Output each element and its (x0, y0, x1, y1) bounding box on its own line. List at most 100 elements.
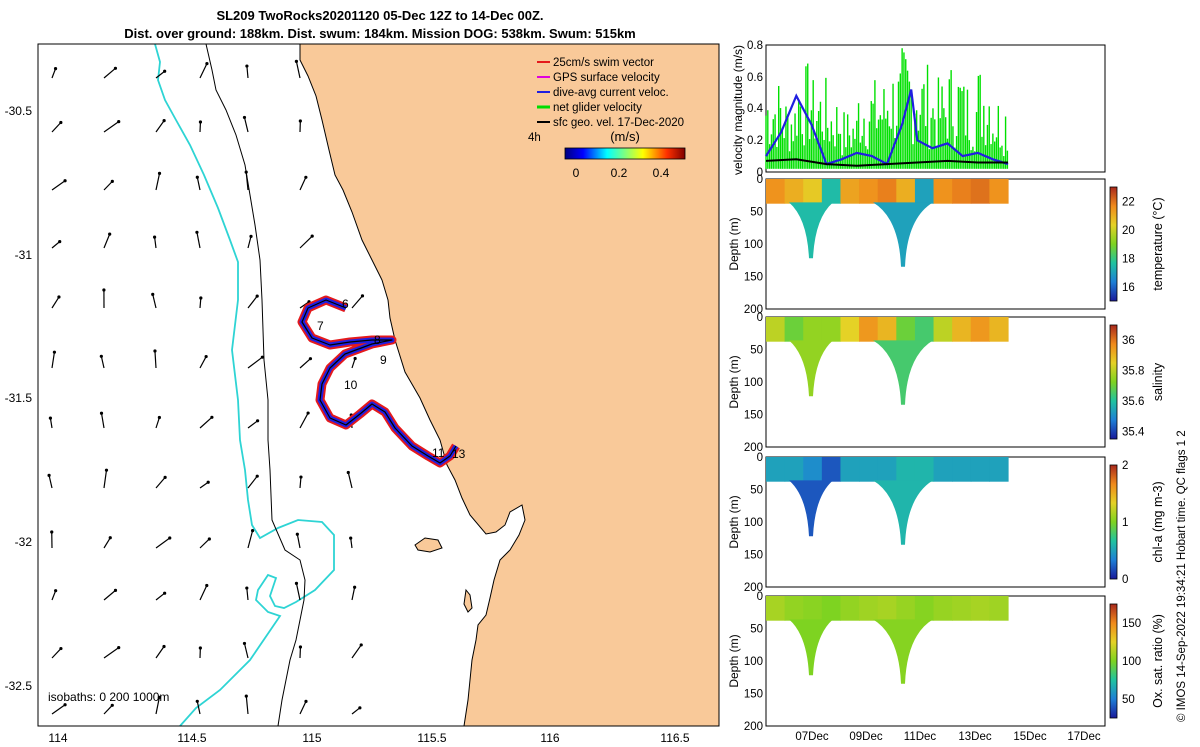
map-frame (37, 43, 720, 727)
geo-vector-arrow (199, 63, 208, 79)
chl-a-cell (803, 457, 823, 482)
geo-vector-arrow (199, 538, 210, 549)
geo-vector-arrow (51, 68, 57, 79)
geo-vector-head (163, 475, 167, 479)
temperature-colorbar-tick: 22 (1122, 196, 1135, 208)
salinity-colorbar-tick: 36 (1122, 335, 1135, 347)
temperature-cell (821, 179, 842, 204)
legend-current-velocity: dive-avg current veloc. (553, 87, 669, 99)
salinity-y-tick: 150 (744, 410, 763, 422)
geo-vector-arrow (51, 180, 66, 191)
geo-vector-head (255, 294, 259, 298)
geo-vector-head (255, 419, 260, 423)
geo-vector-head (299, 475, 303, 479)
oxygen-cell (784, 596, 804, 621)
geo-vector-head (52, 350, 57, 354)
geo-vector-head (250, 528, 255, 533)
chl-a-dive-profile (789, 480, 833, 537)
temperature-colorbar-label: temperature (°C) (1151, 197, 1165, 290)
geo-vector-arrow (243, 117, 249, 133)
geo-vector-arrow (100, 413, 105, 429)
salinity-cell (821, 317, 842, 342)
land-area (299, 43, 720, 727)
geo-vector-arrow (155, 120, 165, 133)
oxygen-cell (933, 596, 953, 621)
geo-vector-head (205, 583, 209, 588)
oxygen-colorbar-tick: 100 (1122, 656, 1141, 668)
temperature-cell (989, 179, 1009, 204)
geo-vector-arrow (103, 537, 111, 549)
temperature-y-tick: 50 (750, 207, 763, 219)
temperature-cell (803, 179, 823, 204)
geo-vector-head (298, 645, 303, 649)
geo-vector-arrow (295, 61, 301, 79)
temperature-cell (766, 179, 786, 204)
geo-vector-head (242, 115, 247, 120)
oxygen-dive-profile (873, 619, 933, 684)
geo-vector-arrow (296, 534, 301, 549)
oxygen-cell (859, 596, 879, 621)
geo-vector-arrow (351, 587, 356, 601)
geo-vector-arrow (103, 647, 120, 659)
temperature-cell (840, 179, 860, 204)
oxygen-y-tick: 100 (744, 656, 763, 668)
geo-vector-arrow (48, 475, 53, 489)
chl-a-cell (896, 457, 916, 482)
geo-vector-head (163, 591, 167, 595)
salinity-y-tick: 100 (744, 377, 763, 389)
geo-vector-head (63, 703, 67, 707)
geo-vector-arrow (246, 587, 249, 601)
map-colorbar: 0 0.2 0.4 (564, 147, 686, 180)
map-y-tick: -30.5 (5, 104, 33, 118)
geo-vector-arrow (152, 294, 157, 309)
geo-vector-head (151, 292, 155, 296)
isobaths-label: isobaths: 0 200 1000m (48, 690, 169, 704)
geo-vector-head (206, 480, 210, 484)
geo-vector-head (113, 588, 118, 592)
map-y-tick: -31 (15, 248, 33, 262)
oxygen-y-tick: 200 (744, 721, 763, 733)
colorbar-tick: 0.2 (611, 166, 628, 180)
salinity-dive-profile (873, 340, 933, 405)
geo-vector-head (108, 232, 112, 236)
surface-geostrophic-vectors (47, 59, 365, 715)
geo-vector-head (304, 699, 308, 703)
geo-vector-head (205, 61, 209, 66)
geo-vector-head (260, 355, 264, 359)
chl-a-cell (989, 457, 1009, 482)
colorbar-units-label: (m/s) (610, 129, 640, 144)
geo-vector-head (53, 67, 58, 71)
chl-a-cell (877, 457, 897, 482)
track-label-day-7: 7 (317, 319, 324, 333)
map-y-tick: -31.5 (5, 391, 33, 405)
chl-a-colorbar-tick: 1 (1122, 517, 1128, 529)
track-label-day-10: 10 (344, 378, 358, 392)
geo-vector-arrow (49, 418, 53, 429)
temperature-y-label: Depth (m) (727, 217, 741, 270)
isobath-200m (205, 43, 306, 727)
temperature-cell (784, 179, 804, 204)
geo-vector-arrow (351, 358, 356, 369)
time-x-tick: 15Dec (1013, 731, 1046, 743)
track-label-day-13: 13 (452, 447, 466, 461)
geo-vector-head (353, 356, 357, 361)
chl-a-colorbar (1109, 464, 1118, 580)
geo-vector-arrow (103, 704, 113, 715)
geo-vector-arrow (155, 537, 171, 549)
geo-vector-head (207, 537, 211, 541)
geo-vector-head (298, 119, 302, 123)
track-label-day-9: 9 (380, 353, 387, 367)
salinity-colorbar-label: salinity (1151, 362, 1165, 401)
geo-vector-head (168, 536, 172, 540)
geo-vector-arrow (103, 67, 116, 79)
time-x-tick: 13Dec (958, 731, 991, 743)
geo-vector-arrow (103, 121, 120, 133)
oxygen-cell (766, 596, 786, 621)
geo-vector-arrow (247, 420, 258, 429)
geo-vector-head (349, 536, 353, 540)
chl-a-y-label: Depth (m) (727, 495, 741, 548)
figure-title-line-1: SL209 TwoRocks20201120 05-Dec 12Z to 14-… (216, 8, 544, 23)
oxygen-dive-profile (789, 619, 833, 676)
oxygen-cell (970, 596, 990, 621)
oxygen-y-tick: 50 (750, 624, 763, 636)
